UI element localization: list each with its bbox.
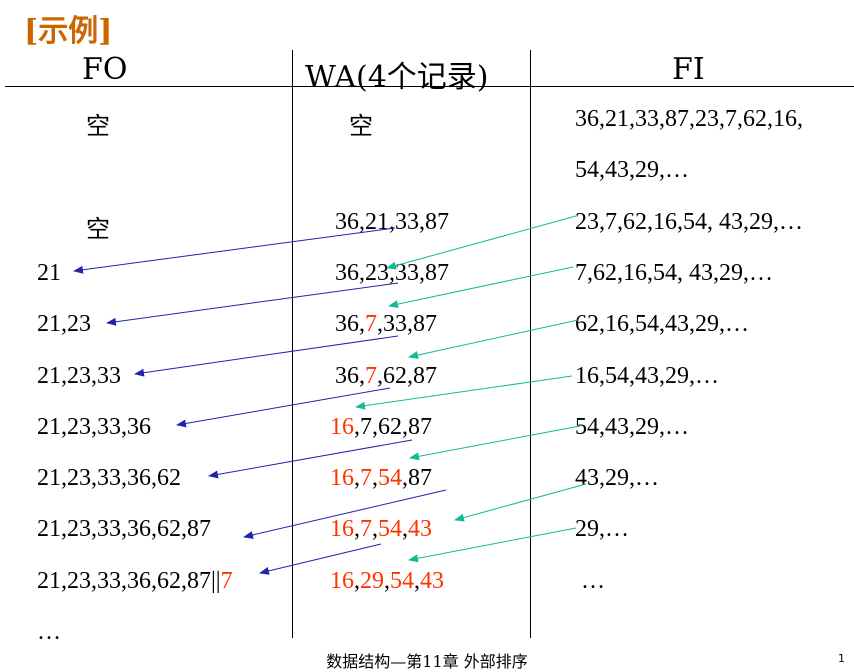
fi-cell: 29,… [575,516,629,543]
input-arrow [408,527,577,563]
wa-cell: 16,29,54,43 [330,568,444,595]
fo-cell: 21,23,33,36 [37,414,151,441]
fi-cell: … [581,567,605,594]
value-text: 空 [86,214,110,243]
highlighted-value: 16 [330,465,354,492]
column-header-wa: WA(4个记录) [305,60,489,95]
fi-cell: 16,54,43,29,… [575,362,719,389]
value-text: 21,23,33,36,62 [37,465,181,492]
fi-cell: 23,7,62,16,54, 43,29,… [575,208,803,235]
wa-cell: 16,7,54,87 [330,465,432,492]
value-text: 21,23,33,36 [37,413,151,440]
value-text: 36, [335,311,365,338]
fo-cell: 空 [86,209,110,244]
value-text: 21,23 [37,311,91,338]
fi-cell: 7,62,16,54, 43,29,… [575,259,773,286]
fo-cell: 21,23,33,36,62,87 [37,516,211,543]
highlighted-value: 43 [420,567,444,594]
value-text: 空 [349,112,373,140]
highlighted-value: 7 [365,311,377,338]
fo-cell: 21,23 [37,311,91,338]
value-text: 36,23,33,87 [335,259,449,286]
highlighted-value: 16 [330,516,354,543]
value-text: 21 [37,259,61,286]
value-text: , [354,567,360,594]
page-number: 1 [838,652,845,665]
column-header-fo: FO [82,52,128,87]
value-text: ,87 [402,465,432,492]
highlighted-value: 54 [378,516,402,543]
column-divider-left [292,50,293,638]
highlighted-value: 7 [365,362,377,389]
highlighted-value: 7 [360,465,372,492]
value-text: 21,23,33,36,62,87 [37,516,211,543]
highlighted-value: 7 [360,516,372,543]
value-text: , [384,567,390,594]
highlighted-value: 7 [220,567,233,594]
value-text: , [354,465,360,492]
fo-cell: 21,23,33 [37,363,121,390]
value-text: 36,21,33,87 [335,208,449,235]
highlighted-value: 16 [330,413,354,440]
value-text: 36, [335,362,365,389]
fo-cell: 21,23,33,36,62 [37,465,181,492]
column-header-fi: FI [672,52,705,87]
value-text: 21,23,33,36,62,87|| [37,567,221,594]
header-divider [5,86,854,87]
highlighted-value: 29 [360,567,384,594]
wa-cell: 16,7,62,87 [330,414,432,441]
wa-cell: 36,23,33,87 [335,260,449,287]
wa-cell: 36,21,33,87 [335,209,449,236]
value-text: … [37,619,61,645]
fo-cell: … [37,619,61,646]
footer-caption: 数据结构—第11章 外部排序 [326,652,528,671]
value-text: ,62,87 [377,362,437,389]
highlighted-value: 54 [390,567,414,594]
fi-cell: 43,29,… [575,465,659,492]
input-arrow [454,483,587,522]
value-text: , [372,465,378,492]
wa-cell: 空 [349,106,373,141]
fo-cell: 21 [37,260,61,287]
fi-cell: 54,43,29,… [575,157,689,184]
value-text: ,7,62,87 [354,413,432,440]
fi-cell: 62,16,54,43,29,… [575,311,749,338]
column-divider-right [530,50,531,638]
value-text: 空 [86,112,110,140]
value-text: 21,23,33 [37,362,121,389]
fi-cell: 54,43,29,… [575,413,689,440]
highlighted-value: 43 [408,516,432,543]
fo-cell: 21,23,33,36,62,87||7 [37,568,233,595]
fo-cell: 空 [86,106,110,141]
wa-cell: 36,7,33,87 [335,311,437,338]
slide-title: [示例] [24,14,113,49]
value-text: ,33,87 [377,311,437,338]
input-arrow [409,425,581,461]
highlighted-value: 16 [330,567,354,594]
wa-cell: 36,7,62,87 [335,363,437,390]
fi-cell: 36,21,33,87,23,7,62,16, [575,106,803,132]
value-text: , [414,567,420,594]
highlighted-value: 54 [378,465,402,492]
wa-cell: 16,7,54,43 [330,516,432,543]
